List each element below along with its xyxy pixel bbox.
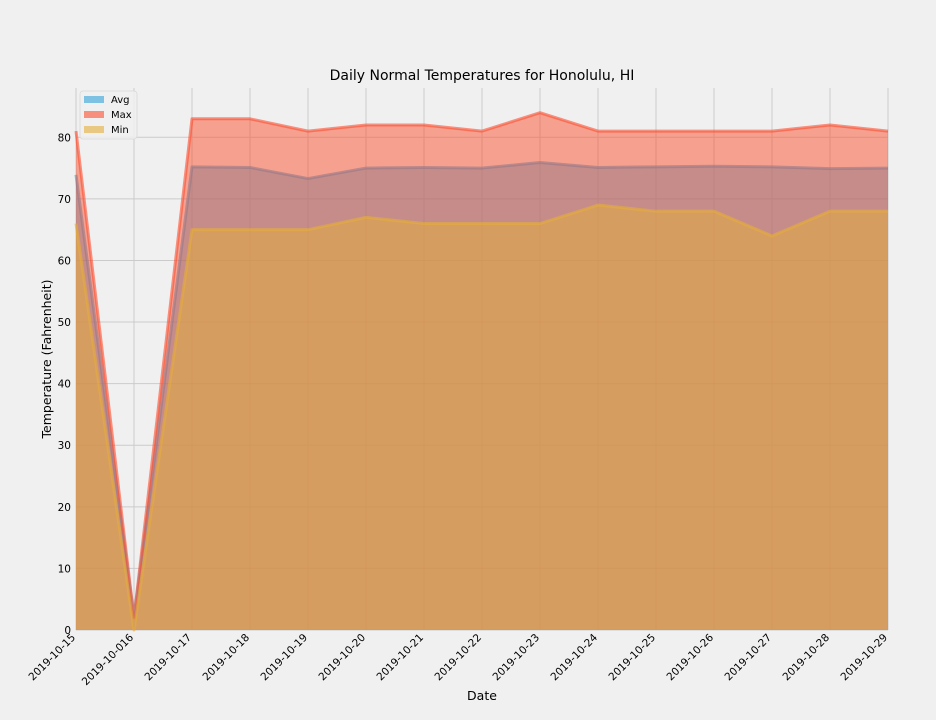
y-tick-label-4: 40 (58, 379, 71, 391)
y-tick-label-2: 20 (58, 502, 71, 514)
chart-title: Daily Normal Temperatures for Honolulu, … (330, 68, 635, 84)
legend-swatch-min (84, 126, 104, 133)
legend-swatch-max (84, 111, 104, 118)
legend: Avg Max Min (79, 90, 138, 140)
y-tick-label-7: 70 (58, 194, 71, 206)
legend-label-max: Max (111, 110, 132, 121)
area-fill-min (76, 205, 888, 631)
y-tick-label-3: 30 (58, 440, 71, 452)
area-series (74, 111, 889, 632)
legend-label-avg: Avg (111, 95, 130, 106)
y-tick-label-8: 80 (58, 132, 71, 144)
y-axis-label: Temperature (Fahrenheit) (39, 280, 54, 440)
y-axis-ticks: 0 10 20 30 40 50 60 70 80 (58, 132, 71, 637)
y-tick-label-0: 0 (64, 625, 71, 637)
legend-swatch-avg (84, 96, 104, 103)
y-tick-label-1: 10 (58, 563, 71, 575)
y-tick-label-6: 60 (58, 255, 71, 267)
y-tick-label-5: 50 (58, 317, 71, 329)
x-axis-label: Date (467, 688, 497, 703)
legend-label-min: Min (111, 125, 129, 136)
